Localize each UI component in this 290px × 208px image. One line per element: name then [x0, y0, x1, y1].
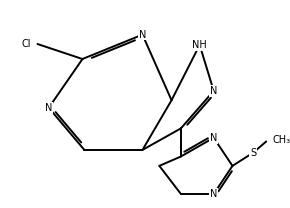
Text: N: N [210, 133, 218, 143]
Text: N: N [139, 30, 146, 40]
Text: Cl: Cl [21, 39, 31, 49]
Text: CH₃: CH₃ [273, 135, 290, 145]
Text: N: N [45, 103, 52, 113]
Text: N: N [210, 86, 218, 96]
Text: S: S [250, 148, 256, 158]
Text: N: N [210, 189, 218, 199]
Text: NH: NH [192, 40, 207, 50]
